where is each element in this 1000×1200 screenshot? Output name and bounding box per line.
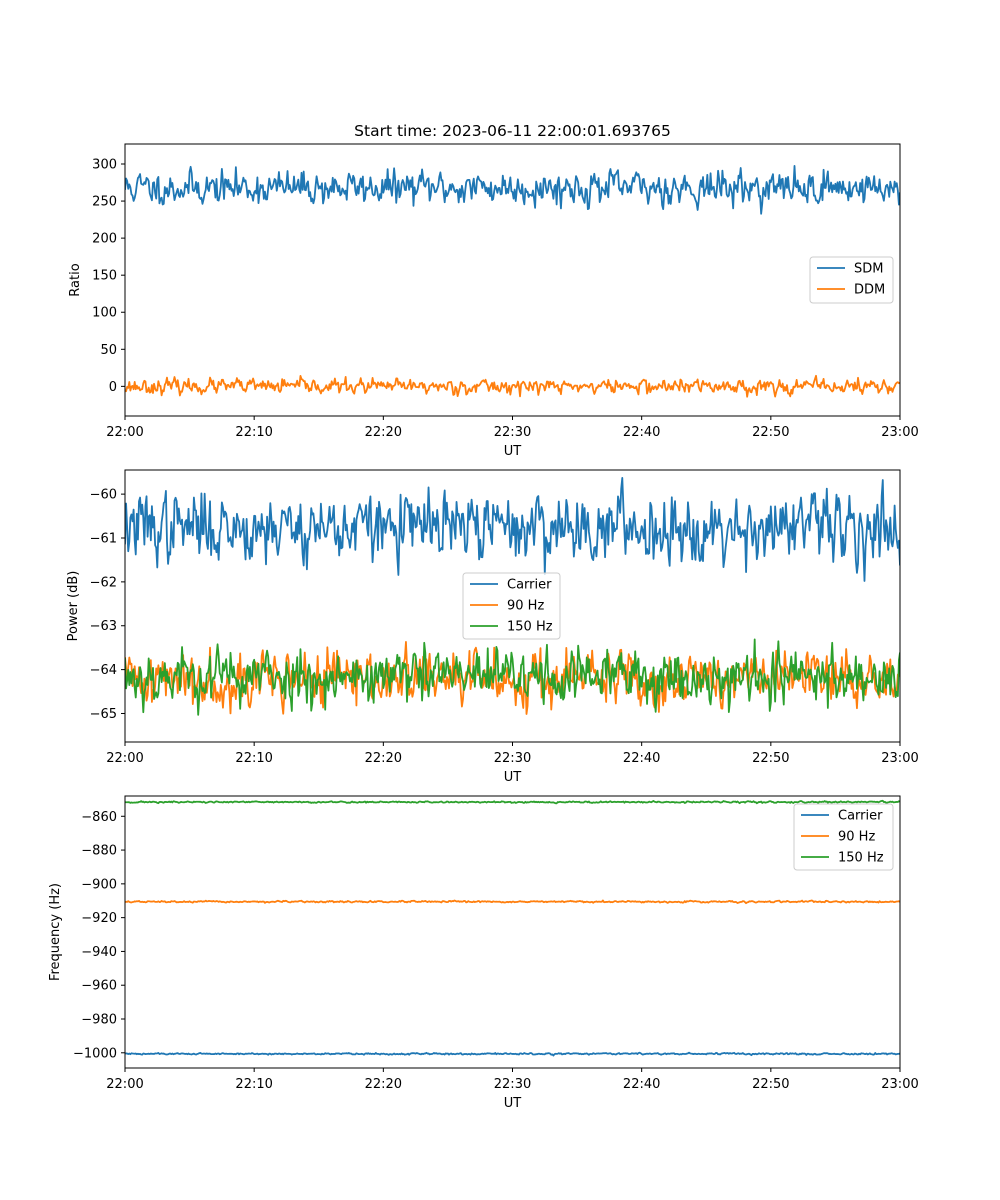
x-tick-label: 22:30 — [494, 1077, 531, 1092]
legend-label: SDM — [854, 262, 883, 277]
y-tick-label: 200 — [92, 232, 117, 247]
series-line-150-hz — [125, 799, 900, 805]
legend-label: 90 Hz — [838, 830, 875, 845]
x-tick-label: 22:30 — [494, 751, 531, 766]
series-line-ddm — [125, 374, 900, 398]
legend: Carrier 90 Hz 150 Hz — [462, 572, 561, 640]
x-tick-label: 22:10 — [235, 1077, 272, 1092]
y-tick-label: 150 — [92, 269, 117, 284]
x-tick-label: 22:00 — [106, 425, 143, 440]
x-tick-label: 22:30 — [494, 425, 531, 440]
y-axis-label: Power (dB) — [66, 571, 81, 642]
legend-label: 150 Hz — [507, 620, 553, 635]
x-tick-label: 22:20 — [365, 425, 402, 440]
y-tick-label: −60 — [90, 488, 117, 503]
x-tick-label: 22:00 — [106, 1077, 143, 1092]
x-tick-label: 22:10 — [235, 425, 272, 440]
y-tick-label: 100 — [92, 306, 117, 321]
x-tick-label: 23:00 — [881, 425, 918, 440]
x-tick-label: 22:40 — [623, 425, 660, 440]
y-tick-label: −940 — [81, 945, 117, 960]
y-tick-label: −1000 — [73, 1046, 117, 1061]
x-axis-label: UT — [504, 770, 522, 785]
y-tick-label: −63 — [90, 619, 117, 634]
y-tick-label: −900 — [81, 877, 117, 892]
y-tick-label: 50 — [100, 343, 117, 358]
legend-box — [793, 803, 894, 871]
legend: SDM DDM — [809, 256, 894, 304]
x-tick-label: 22:20 — [365, 751, 402, 766]
x-tick-label: 22:40 — [623, 751, 660, 766]
series-line-carrier — [125, 1051, 900, 1057]
y-tick-label: −64 — [90, 663, 117, 678]
x-tick-label: 22:20 — [365, 1077, 402, 1092]
x-tick-label: 22:40 — [623, 1077, 660, 1092]
x-tick-label: 22:10 — [235, 751, 272, 766]
legend-label: 90 Hz — [507, 599, 544, 614]
y-tick-label: −62 — [90, 575, 117, 590]
series-line-150-hz — [125, 638, 900, 716]
x-tick-label: 22:50 — [752, 1077, 789, 1092]
chart-1: 22:00 22:10 22:20 22:30 22:40 22:50 23:00 0 50 10… — [68, 143, 919, 459]
legend-label: Carrier — [838, 809, 883, 824]
y-tick-label: −980 — [81, 1013, 117, 1028]
legend-label: DDM — [854, 283, 885, 298]
y-tick-label: −880 — [81, 844, 117, 859]
legend: Carrier 90 Hz 150 Hz — [793, 803, 894, 871]
plots-group: 22:00 22:10 22:20 22:30 22:40 22:50 23:00 0 50 10… — [48, 143, 919, 1111]
y-tick-label: 250 — [92, 195, 117, 210]
x-axis-label: UT — [504, 1096, 522, 1111]
series-line-carrier — [125, 476, 900, 582]
chart-3: 22:00 22:10 22:20 22:30 22:40 22:50 23:00 −1000… — [48, 795, 919, 1111]
x-tick-label: 23:00 — [881, 751, 918, 766]
figure-title: Start time: 2023-06-11 22:00:01.693765 — [354, 122, 671, 140]
series-line-90-hz — [125, 899, 900, 905]
x-tick-label: 22:00 — [106, 751, 143, 766]
legend-label: 150 Hz — [838, 851, 884, 866]
series-line-sdm — [125, 165, 900, 215]
x-axis-label: UT — [504, 444, 522, 459]
legend-label: Carrier — [507, 578, 552, 593]
y-tick-label: −960 — [81, 979, 117, 994]
y-tick-label: 0 — [109, 380, 117, 395]
x-tick-label: 22:50 — [752, 425, 789, 440]
x-tick-label: 22:50 — [752, 751, 789, 766]
y-tick-label: −860 — [81, 810, 117, 825]
y-tick-label: 300 — [92, 158, 117, 173]
y-axis-label: Ratio — [68, 263, 83, 296]
y-tick-label: −65 — [90, 707, 117, 722]
x-tick-label: 23:00 — [881, 1077, 918, 1092]
legend-box — [462, 572, 561, 640]
y-tick-label: −61 — [90, 532, 117, 547]
y-axis-label: Frequency (Hz) — [48, 883, 63, 981]
y-tick-label: −920 — [81, 911, 117, 926]
chart-2: 22:00 22:10 22:20 22:30 22:40 22:50 23:00 −65 −6… — [66, 469, 919, 785]
